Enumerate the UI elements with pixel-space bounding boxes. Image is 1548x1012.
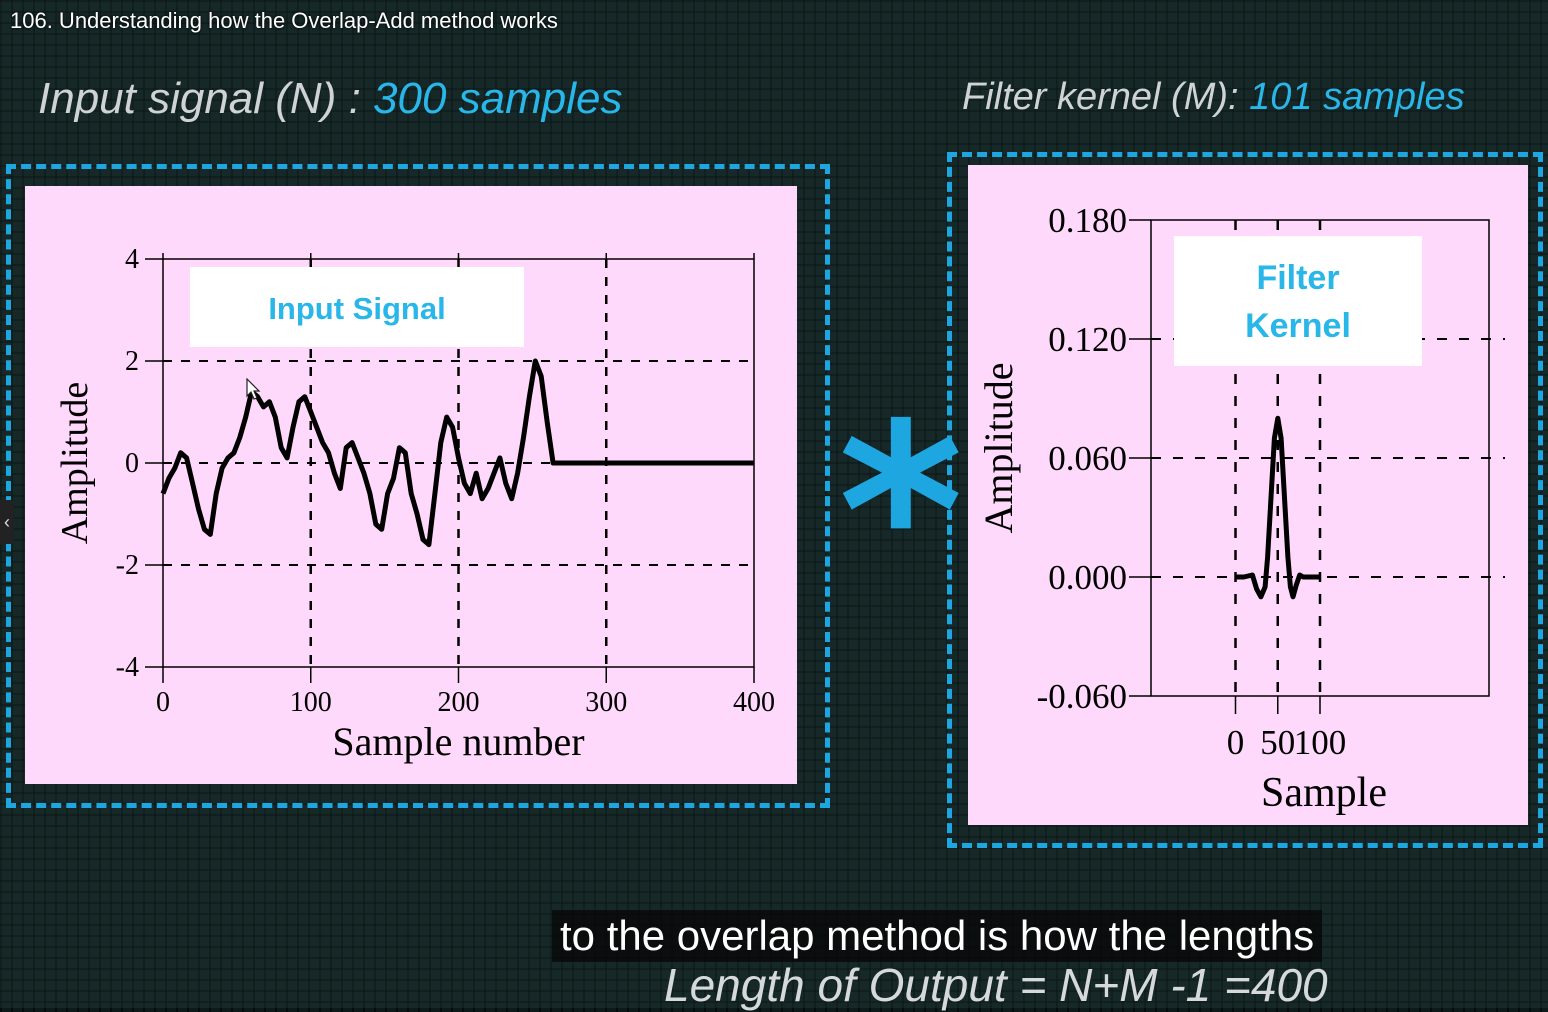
input-signal-panel: 4 2 0 -2 -4 0 100 200 300 400 Sample number Amplitu… (25, 186, 797, 784)
output-length-formula: Length of Output = N+M -1 =400 (664, 959, 1328, 1011)
x-axis-label: Sample (1261, 770, 1387, 816)
mouse-cursor-icon (246, 378, 261, 400)
y-axis-label: Amplitude (976, 362, 1021, 533)
filter-kernel-frame (947, 152, 1543, 848)
y-tick-label: -2 (116, 550, 139, 581)
x-tick-label: 0 (156, 687, 170, 718)
y-tick-label: 0 (125, 448, 139, 479)
label-box-text: Filter (1256, 259, 1339, 297)
y-tick-label: -4 (116, 652, 139, 683)
x-tick-label: 50 (1260, 723, 1295, 762)
filter-kernel-label: Filter kernel (M): (962, 76, 1239, 118)
filter-kernel-value: 101 samples (1249, 76, 1465, 118)
x-tick-label: 100 (1294, 723, 1347, 762)
y-tick-label: 4 (125, 244, 139, 275)
y-tick-label: 0.120 (1048, 320, 1127, 359)
subtitle-caption: to the overlap method is how the lengths (552, 910, 1323, 962)
x-axis-label: Sample number (332, 719, 584, 764)
x-tick-label: 100 (290, 687, 332, 718)
filter-kernel-panel: 0.180 0.120 0.060 0.000 -0.060 0 50 100 Sample Am… (968, 165, 1528, 825)
label-box-text: Kernel (1245, 307, 1351, 345)
input-signal-label: Input signal (N) : (38, 74, 361, 123)
y-tick-label: -0.060 (1037, 677, 1127, 716)
label-box-text: Input Signal (268, 291, 445, 326)
filter-kernel-heading: Filter kernel (M): 101 samples (962, 76, 1465, 119)
y-tick-label: 0.000 (1048, 558, 1127, 597)
y-axis-label: Amplitude (54, 382, 96, 545)
video-title: 106. Understanding how the Overlap-Add m… (10, 8, 558, 33)
input-signal-value: 300 samples (373, 74, 623, 123)
x-tick-label: 400 (733, 687, 775, 718)
input-signal-heading: Input signal (N) : 300 samples (38, 74, 623, 124)
input-signal-frame (6, 164, 830, 808)
label-box (1174, 236, 1422, 366)
collapse-tab-chevron-icon[interactable]: ‹ (0, 500, 14, 544)
x-tick-label: 300 (585, 687, 627, 718)
x-tick-label: 200 (438, 687, 480, 718)
y-tick-label: 0.180 (1048, 201, 1127, 240)
input-signal-chart: 4 2 0 -2 -4 0 100 200 300 400 Sample number Amplitu… (54, 244, 775, 764)
convolution-asterisk-icon: * (838, 372, 964, 652)
y-tick-label: 0.060 (1048, 439, 1127, 478)
y-tick-label: 2 (125, 346, 139, 377)
kernel-line (1235, 415, 1320, 600)
signal-line (160, 358, 754, 548)
label-box (190, 267, 524, 347)
x-tick-label: 0 (1227, 723, 1245, 762)
